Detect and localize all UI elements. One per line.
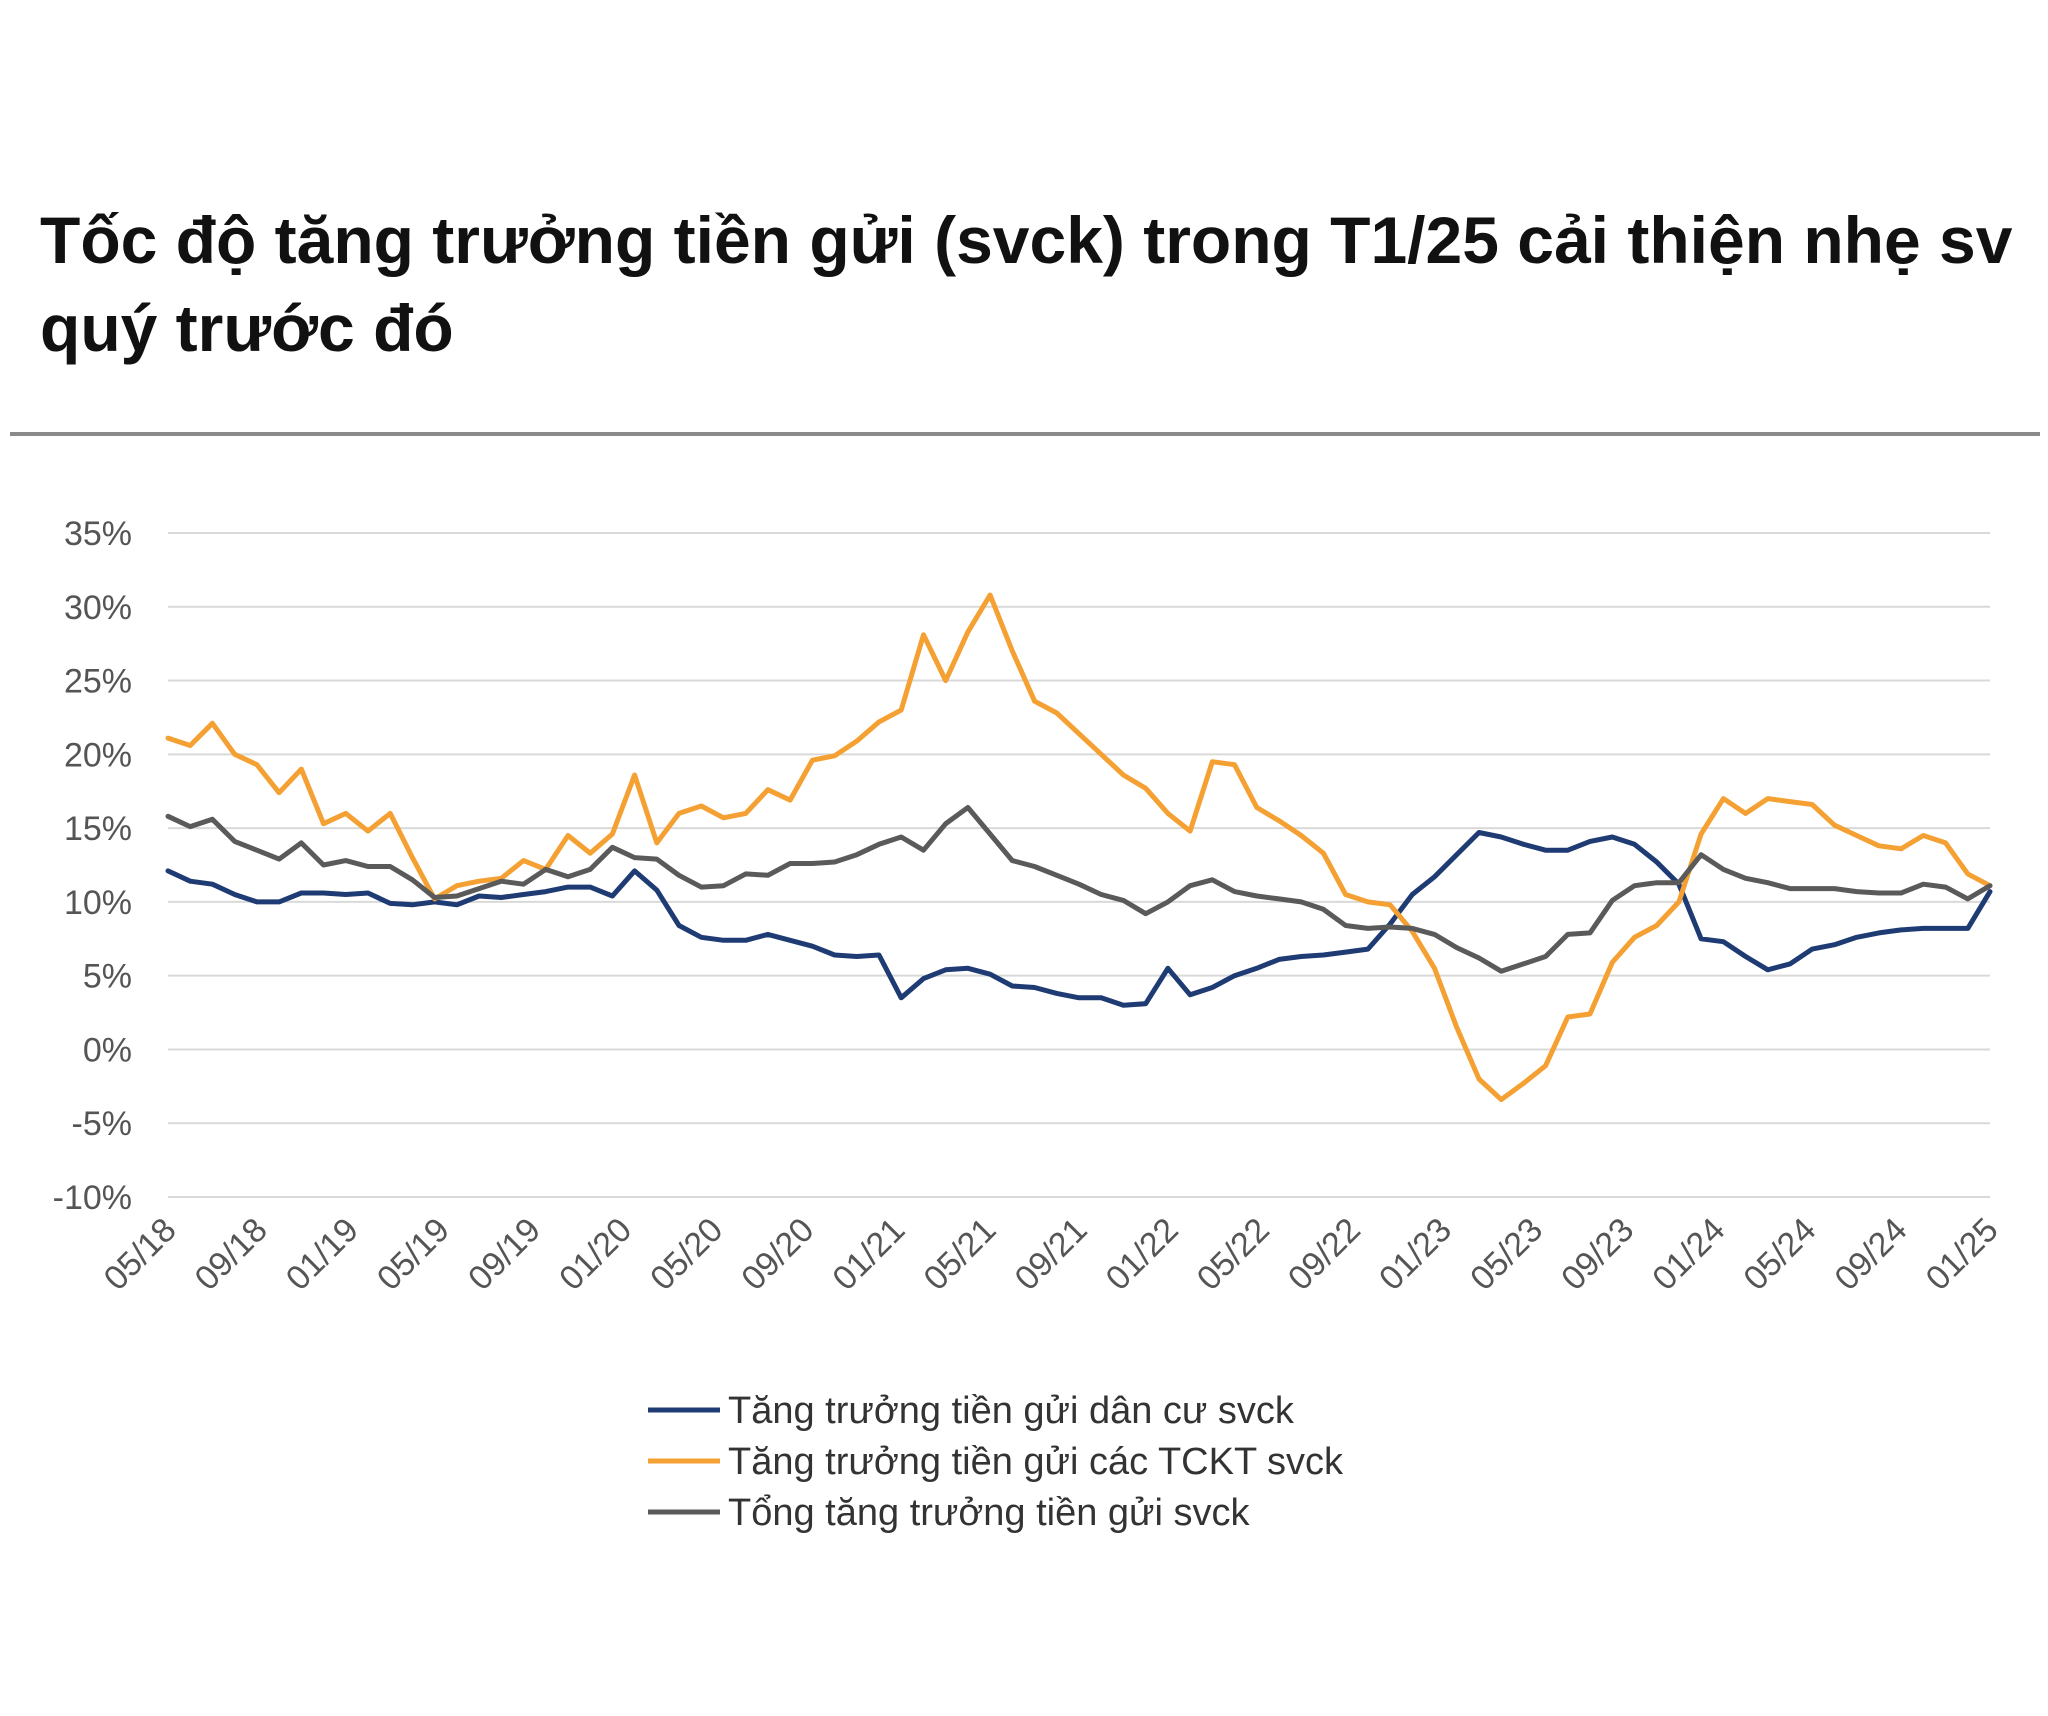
legend: Tăng trưởng tiền gửi dân cư svck Tăng trư…: [648, 1390, 1344, 1534]
legend-label: Tăng trưởng tiền gửi các TCKT svck: [728, 1441, 1344, 1483]
x-tick-label: 05/18: [97, 1211, 184, 1298]
x-tick-label: 09/23: [1554, 1211, 1641, 1298]
x-tick-label: 05/20: [643, 1211, 730, 1298]
grid-lines: [168, 532, 1990, 1198]
series-line: [165, 592, 1993, 1103]
y-tick-label: 20%: [64, 736, 132, 774]
x-tick-label: 05/24: [1736, 1211, 1823, 1298]
x-tick-label: 09/22: [1281, 1211, 1368, 1298]
x-tick-label: 01/19: [279, 1211, 366, 1298]
x-tick-label: 01/25: [1919, 1211, 2006, 1298]
y-tick-label: -5%: [72, 1105, 132, 1143]
x-tick-label: 05/22: [1190, 1211, 1277, 1298]
x-tick-label: 01/23: [1372, 1211, 1459, 1298]
y-tick-label: 10%: [64, 884, 132, 922]
series-line: [165, 805, 1993, 974]
series-line: [165, 830, 1993, 1008]
legend-label: Tăng trưởng tiền gửi dân cư svck: [728, 1390, 1295, 1432]
x-tick-label: 01/24: [1645, 1211, 1732, 1298]
x-tick-label: 05/23: [1463, 1211, 1550, 1298]
x-tick-label: 05/19: [370, 1211, 457, 1298]
x-tick-label: 01/22: [1099, 1211, 1186, 1298]
x-tick-label: 01/20: [552, 1211, 639, 1298]
series-lines: [165, 592, 1993, 1103]
x-tick-label: 09/19: [461, 1211, 548, 1298]
y-tick-label: -10%: [53, 1179, 132, 1217]
chart-title: Tốc độ tăng trưởng tiền gửi (svck) trong…: [40, 203, 2013, 365]
y-tick-label: 35%: [64, 515, 132, 553]
y-tick-label: 5%: [83, 958, 132, 996]
y-tick-label: 25%: [64, 663, 132, 701]
x-tick-label: 05/21: [917, 1211, 1004, 1298]
x-tick-label: 09/21: [1008, 1211, 1095, 1298]
x-tick-label: 09/18: [188, 1211, 275, 1298]
y-axis-tick-labels: 35% 30% 25% 20% 15% 10% 5% 0% -5% -10%: [53, 515, 132, 1217]
y-tick-label: 0%: [83, 1031, 132, 1069]
y-tick-label: 15%: [64, 810, 132, 848]
x-tick-label: 01/21: [825, 1211, 912, 1298]
x-axis-tick-labels: 05/18 09/18 01/19 05/19 09/19 01/20 05/20 09/20…: [97, 1211, 2006, 1298]
x-tick-label: 09/20: [734, 1211, 821, 1298]
title-divider: [10, 432, 2040, 436]
legend-label: Tổng tăng trưởng tiền gửi svck: [728, 1492, 1250, 1534]
y-tick-label: 30%: [64, 589, 132, 627]
x-tick-label: 09/24: [1828, 1211, 1915, 1298]
